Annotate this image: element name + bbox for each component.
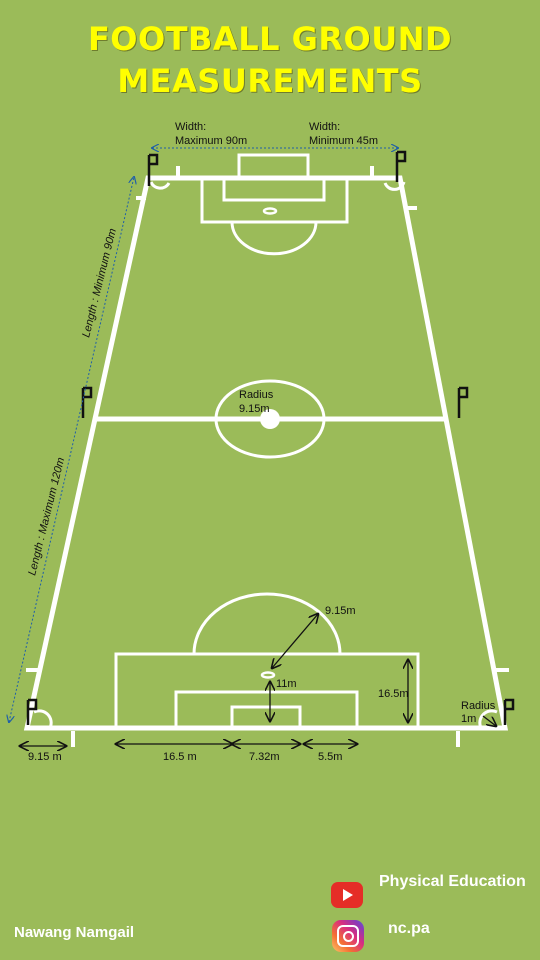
length-min-label: Length : Minimum 90m xyxy=(80,227,119,338)
center-radius-label: Radius xyxy=(239,389,274,401)
center-radius-value: 9.15m xyxy=(239,403,270,415)
goal-width-label: 7.32m xyxy=(249,751,280,763)
far-goal xyxy=(237,153,310,180)
penalty-width-label: 16.5 m xyxy=(163,751,197,763)
corner-distance-label: 9.15 m xyxy=(28,751,62,763)
corner-flags xyxy=(26,150,515,725)
flag-icon xyxy=(503,698,515,725)
near-goal-area xyxy=(174,690,359,730)
flag-icon xyxy=(395,150,407,182)
far-goal-area xyxy=(222,176,326,202)
instagram-handle-label: nc.pa xyxy=(388,920,430,937)
center-spot xyxy=(260,409,280,429)
near-penalty-spot xyxy=(260,671,276,679)
near-left-corner-arc xyxy=(33,709,53,729)
corner-radius-value: 1m xyxy=(461,713,476,725)
far-penalty-spot xyxy=(262,207,278,215)
arc-radius-label: 9.15m xyxy=(325,605,356,617)
dimension-lines-blue xyxy=(9,148,398,722)
far-right-corner-arc xyxy=(383,181,406,191)
width-max-value: Maximum 90m xyxy=(175,135,247,147)
length-max-label: Length : Maximum 120m xyxy=(26,456,67,576)
page-title: FOOTBALL GROUND MEASUREMENTS xyxy=(0,18,540,102)
far-penalty-arc xyxy=(230,221,318,256)
flag-icon xyxy=(457,386,469,418)
author-name: Nawang Namgail xyxy=(14,924,135,941)
title-line-2: MEASUREMENTS xyxy=(117,62,423,100)
flag-icon xyxy=(147,153,159,186)
center-circle xyxy=(214,379,326,459)
far-end-markings xyxy=(149,153,406,256)
far-left-corner-arc xyxy=(149,181,171,190)
measurement-labels: Width: Maximum 90m Width: Minimum 45m Le… xyxy=(26,121,495,763)
dimension-lines xyxy=(20,614,496,746)
youtube-channel-label: Physical Education xyxy=(379,873,526,890)
near-end-markings xyxy=(33,592,498,730)
near-penalty-arc xyxy=(192,592,342,655)
youtube-icon[interactable] xyxy=(331,882,363,908)
title-line-1: FOOTBALL GROUND xyxy=(87,20,453,58)
near-goal xyxy=(230,705,302,730)
width-min-label: Width: xyxy=(309,121,340,133)
corner-radius-label: Radius xyxy=(461,700,496,712)
center-markings xyxy=(214,379,326,459)
box-depth-label: 16.5m xyxy=(378,688,409,700)
goal-area-label: 5.5m xyxy=(318,751,342,763)
near-right-corner-arc xyxy=(478,709,498,729)
length-dimension xyxy=(9,177,134,722)
penalty-spot-label: 11m xyxy=(276,678,297,690)
width-max-label: Width: xyxy=(175,121,206,133)
instagram-icon[interactable] xyxy=(332,920,364,952)
width-min-value: Minimum 45m xyxy=(309,135,378,147)
